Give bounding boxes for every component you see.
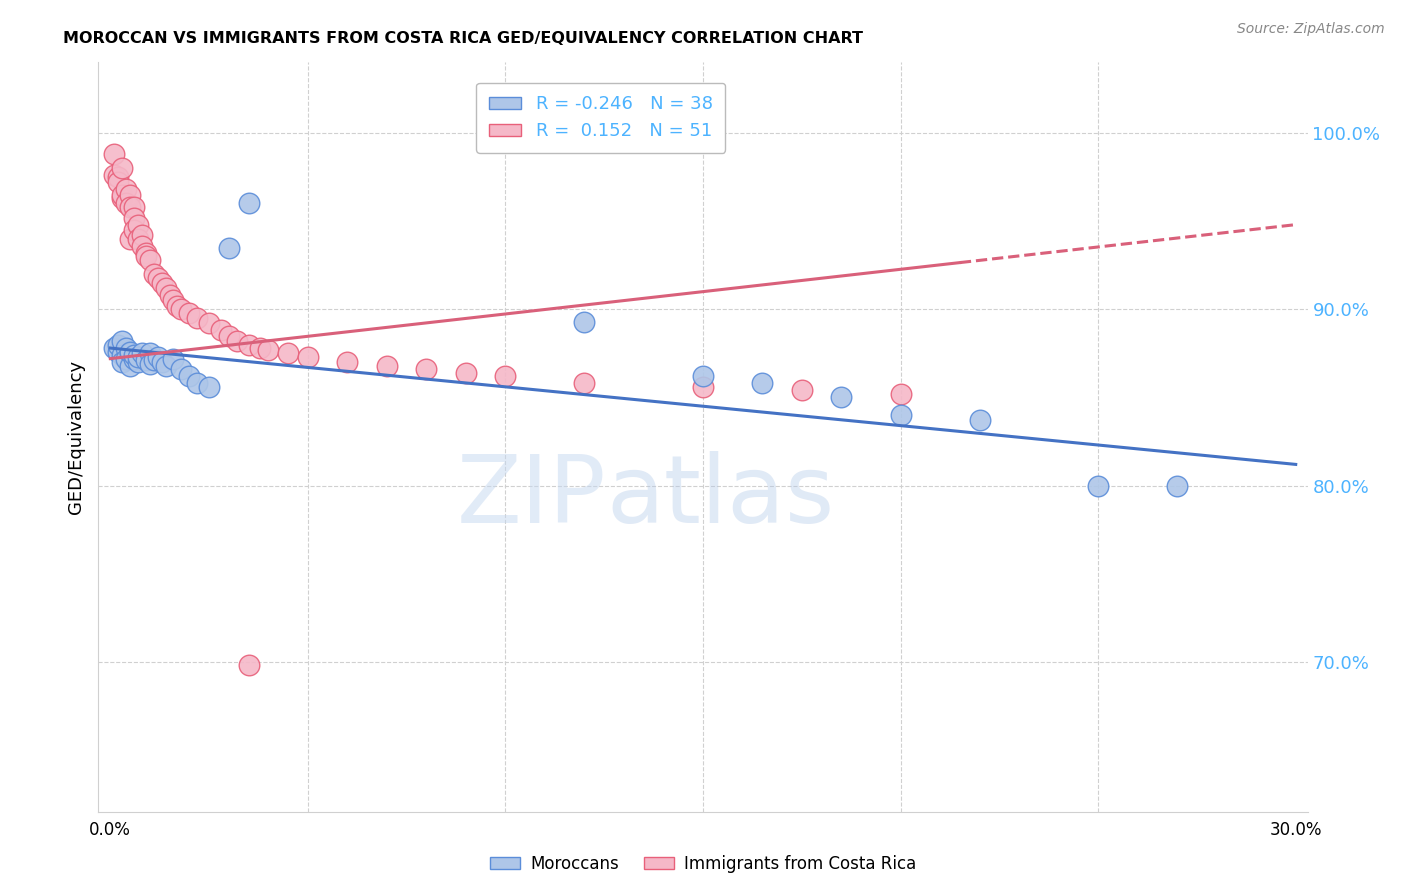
Point bbox=[111, 187, 134, 202]
Point bbox=[139, 357, 162, 371]
Point bbox=[162, 351, 184, 366]
Point bbox=[122, 211, 145, 225]
Point bbox=[179, 369, 201, 384]
Point bbox=[115, 341, 138, 355]
Point bbox=[118, 232, 141, 246]
Point bbox=[131, 346, 153, 360]
Point bbox=[122, 223, 145, 237]
Point bbox=[115, 351, 138, 366]
Point bbox=[107, 344, 129, 359]
Point bbox=[122, 200, 145, 214]
Text: ZIP: ZIP bbox=[457, 451, 606, 543]
Point bbox=[209, 323, 232, 337]
Point bbox=[135, 245, 157, 260]
Point bbox=[692, 369, 714, 384]
Point bbox=[111, 191, 134, 205]
Legend: Moroccans, Immigrants from Costa Rica: Moroccans, Immigrants from Costa Rica bbox=[484, 848, 922, 880]
Point bbox=[142, 267, 165, 281]
Point bbox=[118, 187, 141, 202]
Point bbox=[127, 350, 149, 364]
Point bbox=[111, 161, 134, 176]
Point bbox=[122, 348, 145, 362]
Point bbox=[115, 196, 138, 211]
Point bbox=[146, 270, 169, 285]
Y-axis label: GED/Equivalency: GED/Equivalency bbox=[66, 360, 84, 514]
Point bbox=[257, 343, 280, 357]
Point bbox=[218, 241, 240, 255]
Point bbox=[155, 281, 177, 295]
Point bbox=[159, 288, 181, 302]
Point bbox=[111, 348, 134, 362]
Point bbox=[111, 334, 134, 348]
Point bbox=[131, 239, 153, 253]
Point bbox=[111, 355, 134, 369]
Point bbox=[890, 408, 912, 422]
Point bbox=[375, 359, 398, 373]
Text: Source: ZipAtlas.com: Source: ZipAtlas.com bbox=[1237, 22, 1385, 37]
Point bbox=[969, 413, 991, 427]
Point bbox=[166, 299, 188, 313]
Point bbox=[170, 362, 193, 376]
Point bbox=[142, 353, 165, 368]
Point bbox=[336, 355, 359, 369]
Point bbox=[135, 249, 157, 263]
Point bbox=[692, 380, 714, 394]
Text: atlas: atlas bbox=[606, 451, 835, 543]
Point bbox=[150, 355, 173, 369]
Point bbox=[139, 252, 162, 267]
Point bbox=[122, 351, 145, 366]
Point bbox=[186, 311, 208, 326]
Point bbox=[238, 337, 260, 351]
Point bbox=[150, 276, 173, 290]
Point bbox=[131, 228, 153, 243]
Point bbox=[238, 196, 260, 211]
Point bbox=[127, 355, 149, 369]
Point bbox=[107, 169, 129, 184]
Point bbox=[155, 359, 177, 373]
Point bbox=[198, 380, 221, 394]
Point bbox=[454, 366, 477, 380]
Point bbox=[103, 147, 125, 161]
Text: MOROCCAN VS IMMIGRANTS FROM COSTA RICA GED/EQUIVALENCY CORRELATION CHART: MOROCCAN VS IMMIGRANTS FROM COSTA RICA G… bbox=[63, 31, 863, 46]
Point bbox=[115, 182, 138, 196]
Point bbox=[830, 391, 852, 405]
Point bbox=[118, 346, 141, 360]
Point bbox=[751, 376, 773, 391]
Point bbox=[118, 359, 141, 373]
Point bbox=[107, 175, 129, 189]
Point bbox=[415, 362, 437, 376]
Point bbox=[186, 376, 208, 391]
Point bbox=[297, 350, 319, 364]
Point bbox=[103, 341, 125, 355]
Point bbox=[103, 168, 125, 182]
Point bbox=[790, 384, 813, 398]
Point bbox=[118, 200, 141, 214]
Point bbox=[277, 346, 299, 360]
Point bbox=[574, 376, 596, 391]
Point bbox=[170, 302, 193, 317]
Point bbox=[1166, 478, 1188, 492]
Point bbox=[574, 315, 596, 329]
Legend: R = -0.246   N = 38, R =  0.152   N = 51: R = -0.246 N = 38, R = 0.152 N = 51 bbox=[477, 83, 725, 153]
Point bbox=[494, 369, 516, 384]
Point bbox=[1087, 478, 1109, 492]
Point bbox=[146, 350, 169, 364]
Point bbox=[249, 341, 271, 355]
Point bbox=[127, 232, 149, 246]
Point bbox=[890, 387, 912, 401]
Point bbox=[218, 328, 240, 343]
Point bbox=[162, 293, 184, 308]
Point bbox=[139, 346, 162, 360]
Point bbox=[118, 344, 141, 359]
Point bbox=[198, 317, 221, 331]
Point bbox=[135, 353, 157, 368]
Point bbox=[179, 306, 201, 320]
Point bbox=[127, 218, 149, 232]
Point bbox=[225, 334, 247, 348]
Point bbox=[107, 337, 129, 351]
Point bbox=[238, 658, 260, 673]
